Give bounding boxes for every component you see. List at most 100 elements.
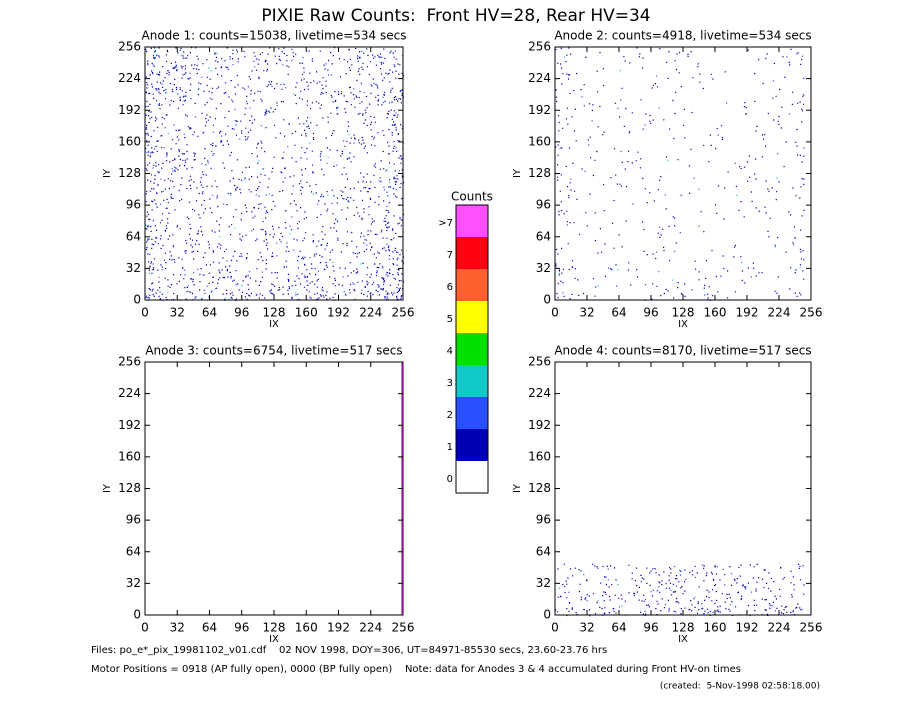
colorbar-label: 6	[447, 282, 453, 293]
y-tick-label: 256	[118, 40, 141, 54]
y-tick-label: 128	[118, 166, 141, 180]
colorbar-label: 4	[447, 346, 453, 357]
pixel-texture	[146, 49, 404, 301]
y-tick-label: 96	[126, 513, 141, 527]
colorbar-swatch	[456, 365, 488, 397]
y-tick-label: 256	[528, 40, 551, 54]
x-tick-label: 32	[170, 621, 185, 635]
pixel-texture	[558, 56, 801, 287]
colorbar-label: 7	[447, 250, 453, 261]
colorbar-swatch	[456, 429, 488, 461]
footer-line: Files: po_e*_pix_19981102_v01.cdf 02 NOV…	[91, 645, 607, 656]
x-tick-label: 128	[263, 621, 286, 635]
x-tick-label: 192	[327, 621, 350, 635]
y-tick-label: 160	[528, 449, 551, 463]
panel-title: Anode 3: counts=6754, livetime=517 secs	[145, 344, 402, 358]
x-tick-label: 96	[643, 306, 658, 320]
plot-frame	[554, 361, 812, 616]
x-tick-label: 128	[672, 621, 695, 635]
y-tick-label: 0	[133, 293, 141, 307]
y-tick-label: 192	[118, 103, 141, 117]
y-tick-label: 192	[118, 418, 141, 432]
panel-title: Anode 2: counts=4918, livetime=534 secs	[554, 29, 811, 43]
x-axis-label: IX	[269, 319, 279, 330]
y-tick-label: 128	[118, 481, 141, 495]
x-tick-label: 160	[295, 621, 318, 635]
footer-line: (created: 5-Nov-1998 02:58:18.00)	[660, 682, 820, 692]
colorbar-label: 1	[447, 442, 453, 453]
x-tick-label: 192	[736, 306, 759, 320]
y-tick-label: 64	[126, 229, 141, 243]
y-tick-label: 64	[536, 544, 551, 558]
x-tick-label: 96	[643, 621, 658, 635]
y-tick-label: 256	[118, 355, 141, 369]
colorbar-label: 0	[447, 474, 453, 485]
plot-frame	[554, 46, 812, 301]
x-tick-label: 256	[392, 306, 415, 320]
y-axis-label: IY	[102, 483, 113, 493]
y-tick-label: 96	[536, 513, 551, 527]
y-tick-label: 256	[528, 355, 551, 369]
colorbar-swatch	[456, 269, 488, 301]
colorbar-swatch	[456, 333, 488, 365]
footer-line: Motor Positions = 0918 (AP fully open), …	[91, 664, 741, 675]
y-tick-label: 32	[536, 261, 551, 275]
x-tick-label: 64	[611, 306, 626, 320]
x-tick-label: 128	[672, 306, 695, 320]
x-tick-label: 192	[736, 621, 759, 635]
panel-title: Anode 1: counts=15038, livetime=534 secs	[142, 29, 407, 43]
panel-title: Anode 4: counts=8170, livetime=517 secs	[554, 344, 811, 358]
x-tick-label: 224	[768, 306, 791, 320]
x-tick-label: 128	[263, 306, 286, 320]
y-tick-label: 128	[528, 166, 551, 180]
y-axis-label: IY	[512, 483, 523, 493]
pixel-texture	[568, 564, 803, 613]
y-tick-label: 64	[126, 544, 141, 558]
y-tick-label: 160	[528, 134, 551, 148]
x-tick-label: 64	[202, 621, 217, 635]
y-tick-label: 224	[528, 71, 551, 85]
y-tick-label: 224	[528, 386, 551, 400]
x-tick-label: 0	[141, 621, 149, 635]
x-tick-label: 256	[800, 306, 823, 320]
y-tick-label: 160	[118, 134, 141, 148]
x-tick-label: 0	[551, 306, 559, 320]
colorbar-label: 3	[447, 378, 453, 389]
x-tick-label: 0	[141, 306, 149, 320]
x-tick-label: 224	[359, 621, 382, 635]
pixel-texture	[555, 563, 805, 617]
x-tick-label: 160	[704, 621, 727, 635]
y-tick-label: 32	[126, 576, 141, 590]
y-tick-label: 0	[543, 293, 551, 307]
y-tick-label: 160	[118, 449, 141, 463]
colorbar-swatch	[456, 301, 488, 333]
main-title: PIXIE Raw Counts: Front HV=28, Rear HV=3…	[261, 6, 650, 26]
colorbar-frame	[455, 204, 489, 494]
y-tick-label: 64	[536, 229, 551, 243]
x-tick-label: 96	[234, 621, 249, 635]
colorbar-swatch	[456, 237, 488, 269]
x-tick-label: 256	[392, 621, 415, 635]
plot-frame	[144, 361, 404, 616]
x-tick-label: 96	[234, 306, 249, 320]
x-tick-label: 32	[579, 306, 594, 320]
plot-frame	[144, 46, 404, 301]
y-tick-label: 32	[126, 261, 141, 275]
x-tick-label: 64	[202, 306, 217, 320]
x-tick-label: 32	[579, 621, 594, 635]
pixel-texture	[558, 584, 696, 607]
y-axis-label: IY	[512, 168, 523, 178]
x-tick-label: 64	[611, 621, 626, 635]
x-tick-label: 224	[359, 306, 382, 320]
x-tick-label: 192	[327, 306, 350, 320]
y-tick-label: 0	[133, 608, 141, 622]
x-tick-label: 160	[295, 306, 318, 320]
x-axis-label: IX	[678, 319, 688, 330]
y-tick-label: 96	[126, 198, 141, 212]
y-tick-label: 224	[118, 386, 141, 400]
colorbar-swatch	[456, 397, 488, 429]
y-tick-label: 192	[528, 418, 551, 432]
colorbar-label: 5	[447, 314, 453, 325]
x-tick-label: 224	[768, 621, 791, 635]
